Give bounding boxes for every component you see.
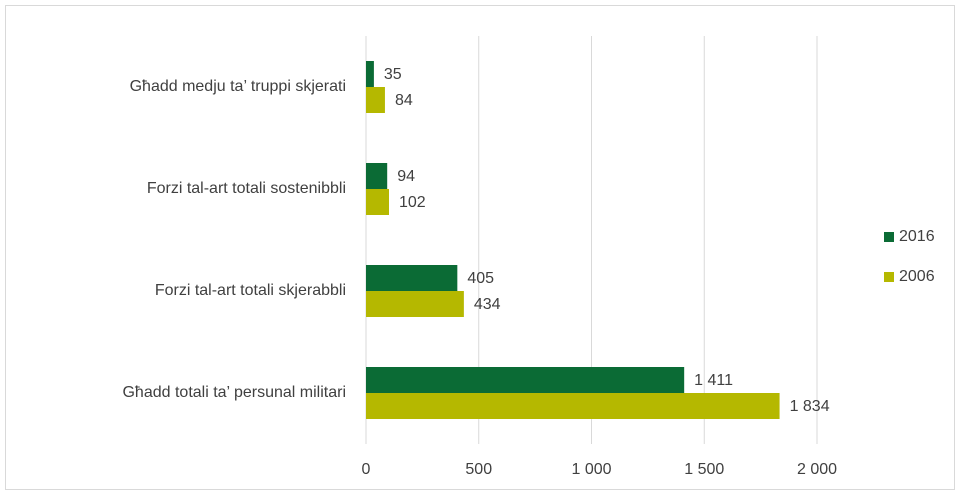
data-label: 434 (474, 296, 501, 313)
legend-swatch (884, 272, 894, 282)
x-tick-label: 2 000 (797, 461, 837, 478)
x-tick-label: 0 (362, 461, 371, 478)
legend-swatch (884, 232, 894, 242)
data-label: 1 411 (694, 372, 733, 389)
y-tick-label: Forzi tal-art totali sostenibbli (147, 180, 346, 197)
data-label: 405 (467, 270, 494, 287)
x-tick-label: 1 000 (571, 461, 611, 478)
bar (366, 393, 780, 419)
data-label: 84 (395, 92, 413, 109)
bar (366, 367, 685, 393)
y-tick-label: Forzi tal-art totali skjerabbli (155, 282, 346, 299)
y-tick-label: Għadd totali ta’ persunal militari (122, 384, 346, 401)
x-tick-label: 1 500 (684, 461, 724, 478)
bar (366, 189, 390, 215)
legend-label: 2016 (899, 228, 935, 245)
x-tick-label: 500 (465, 461, 492, 478)
bar (366, 163, 388, 189)
legend-label: 2006 (899, 268, 935, 285)
bar (366, 61, 374, 87)
data-label: 94 (397, 168, 415, 185)
y-tick-label: Għadd medju ta’ truppi skjerati (130, 78, 346, 95)
data-label: 1 834 (790, 398, 830, 415)
bar (366, 87, 385, 113)
bar (366, 265, 458, 291)
bar (366, 291, 464, 317)
data-label: 102 (399, 194, 426, 211)
data-label: 35 (384, 66, 402, 83)
